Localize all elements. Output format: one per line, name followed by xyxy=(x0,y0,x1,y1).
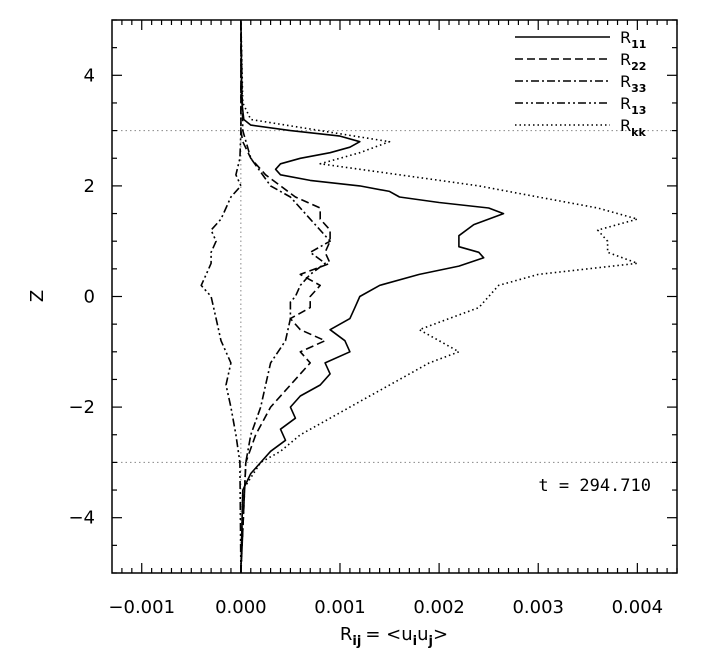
x-tick-label: −0.001 xyxy=(108,597,175,618)
legend-label-r33: R33 xyxy=(620,72,646,95)
x-tick-label: 0.003 xyxy=(512,597,564,618)
x-axis-label-sub-ij: ij xyxy=(352,634,361,649)
axis-tick-labels: −0.001 0.000 0.001 0.002 0.003 0.004 −4 −2 0 2 4 xyxy=(68,65,663,618)
legend-lines xyxy=(515,36,610,126)
series-line-r33 xyxy=(240,19,331,574)
legend-label-r13: R13 xyxy=(620,94,646,117)
x-axis-label-sub-i: i xyxy=(413,634,417,649)
x-axis-label-u2: u xyxy=(417,624,428,645)
x-axis-label-r: R xyxy=(340,624,353,645)
series-line-r22 xyxy=(240,20,331,574)
x-tick-label: 0.001 xyxy=(314,597,366,618)
x-axis-label-eq: = <u xyxy=(365,624,412,645)
x-tick-label: 0.002 xyxy=(413,597,465,618)
x-axis-label: Rij = <uiuj> xyxy=(340,624,448,649)
axis-ticks xyxy=(112,19,678,574)
series-line-r13 xyxy=(200,20,242,574)
time-annotation: t = 294.710 xyxy=(538,476,651,496)
y-tick-label: 4 xyxy=(84,65,95,86)
y-axis-label: Z xyxy=(27,290,48,302)
y-tick-label: −2 xyxy=(68,397,95,418)
y-tick-label: 2 xyxy=(84,176,95,197)
legend-label-rkk: Rkk xyxy=(620,116,646,139)
y-tick-label: −4 xyxy=(68,508,95,529)
legend-label-r11: R11 xyxy=(620,28,646,51)
y-tick-label: 0 xyxy=(84,287,95,308)
series-layer xyxy=(200,19,639,574)
x-tick-label: 0.000 xyxy=(215,597,267,618)
x-axis-label-close: > xyxy=(433,624,448,645)
legend-label-r22: R22 xyxy=(620,50,646,73)
series-line-r11 xyxy=(240,19,505,574)
x-tick-label: 0.004 xyxy=(612,597,664,618)
x-axis-label-sub-j: j xyxy=(428,634,433,649)
